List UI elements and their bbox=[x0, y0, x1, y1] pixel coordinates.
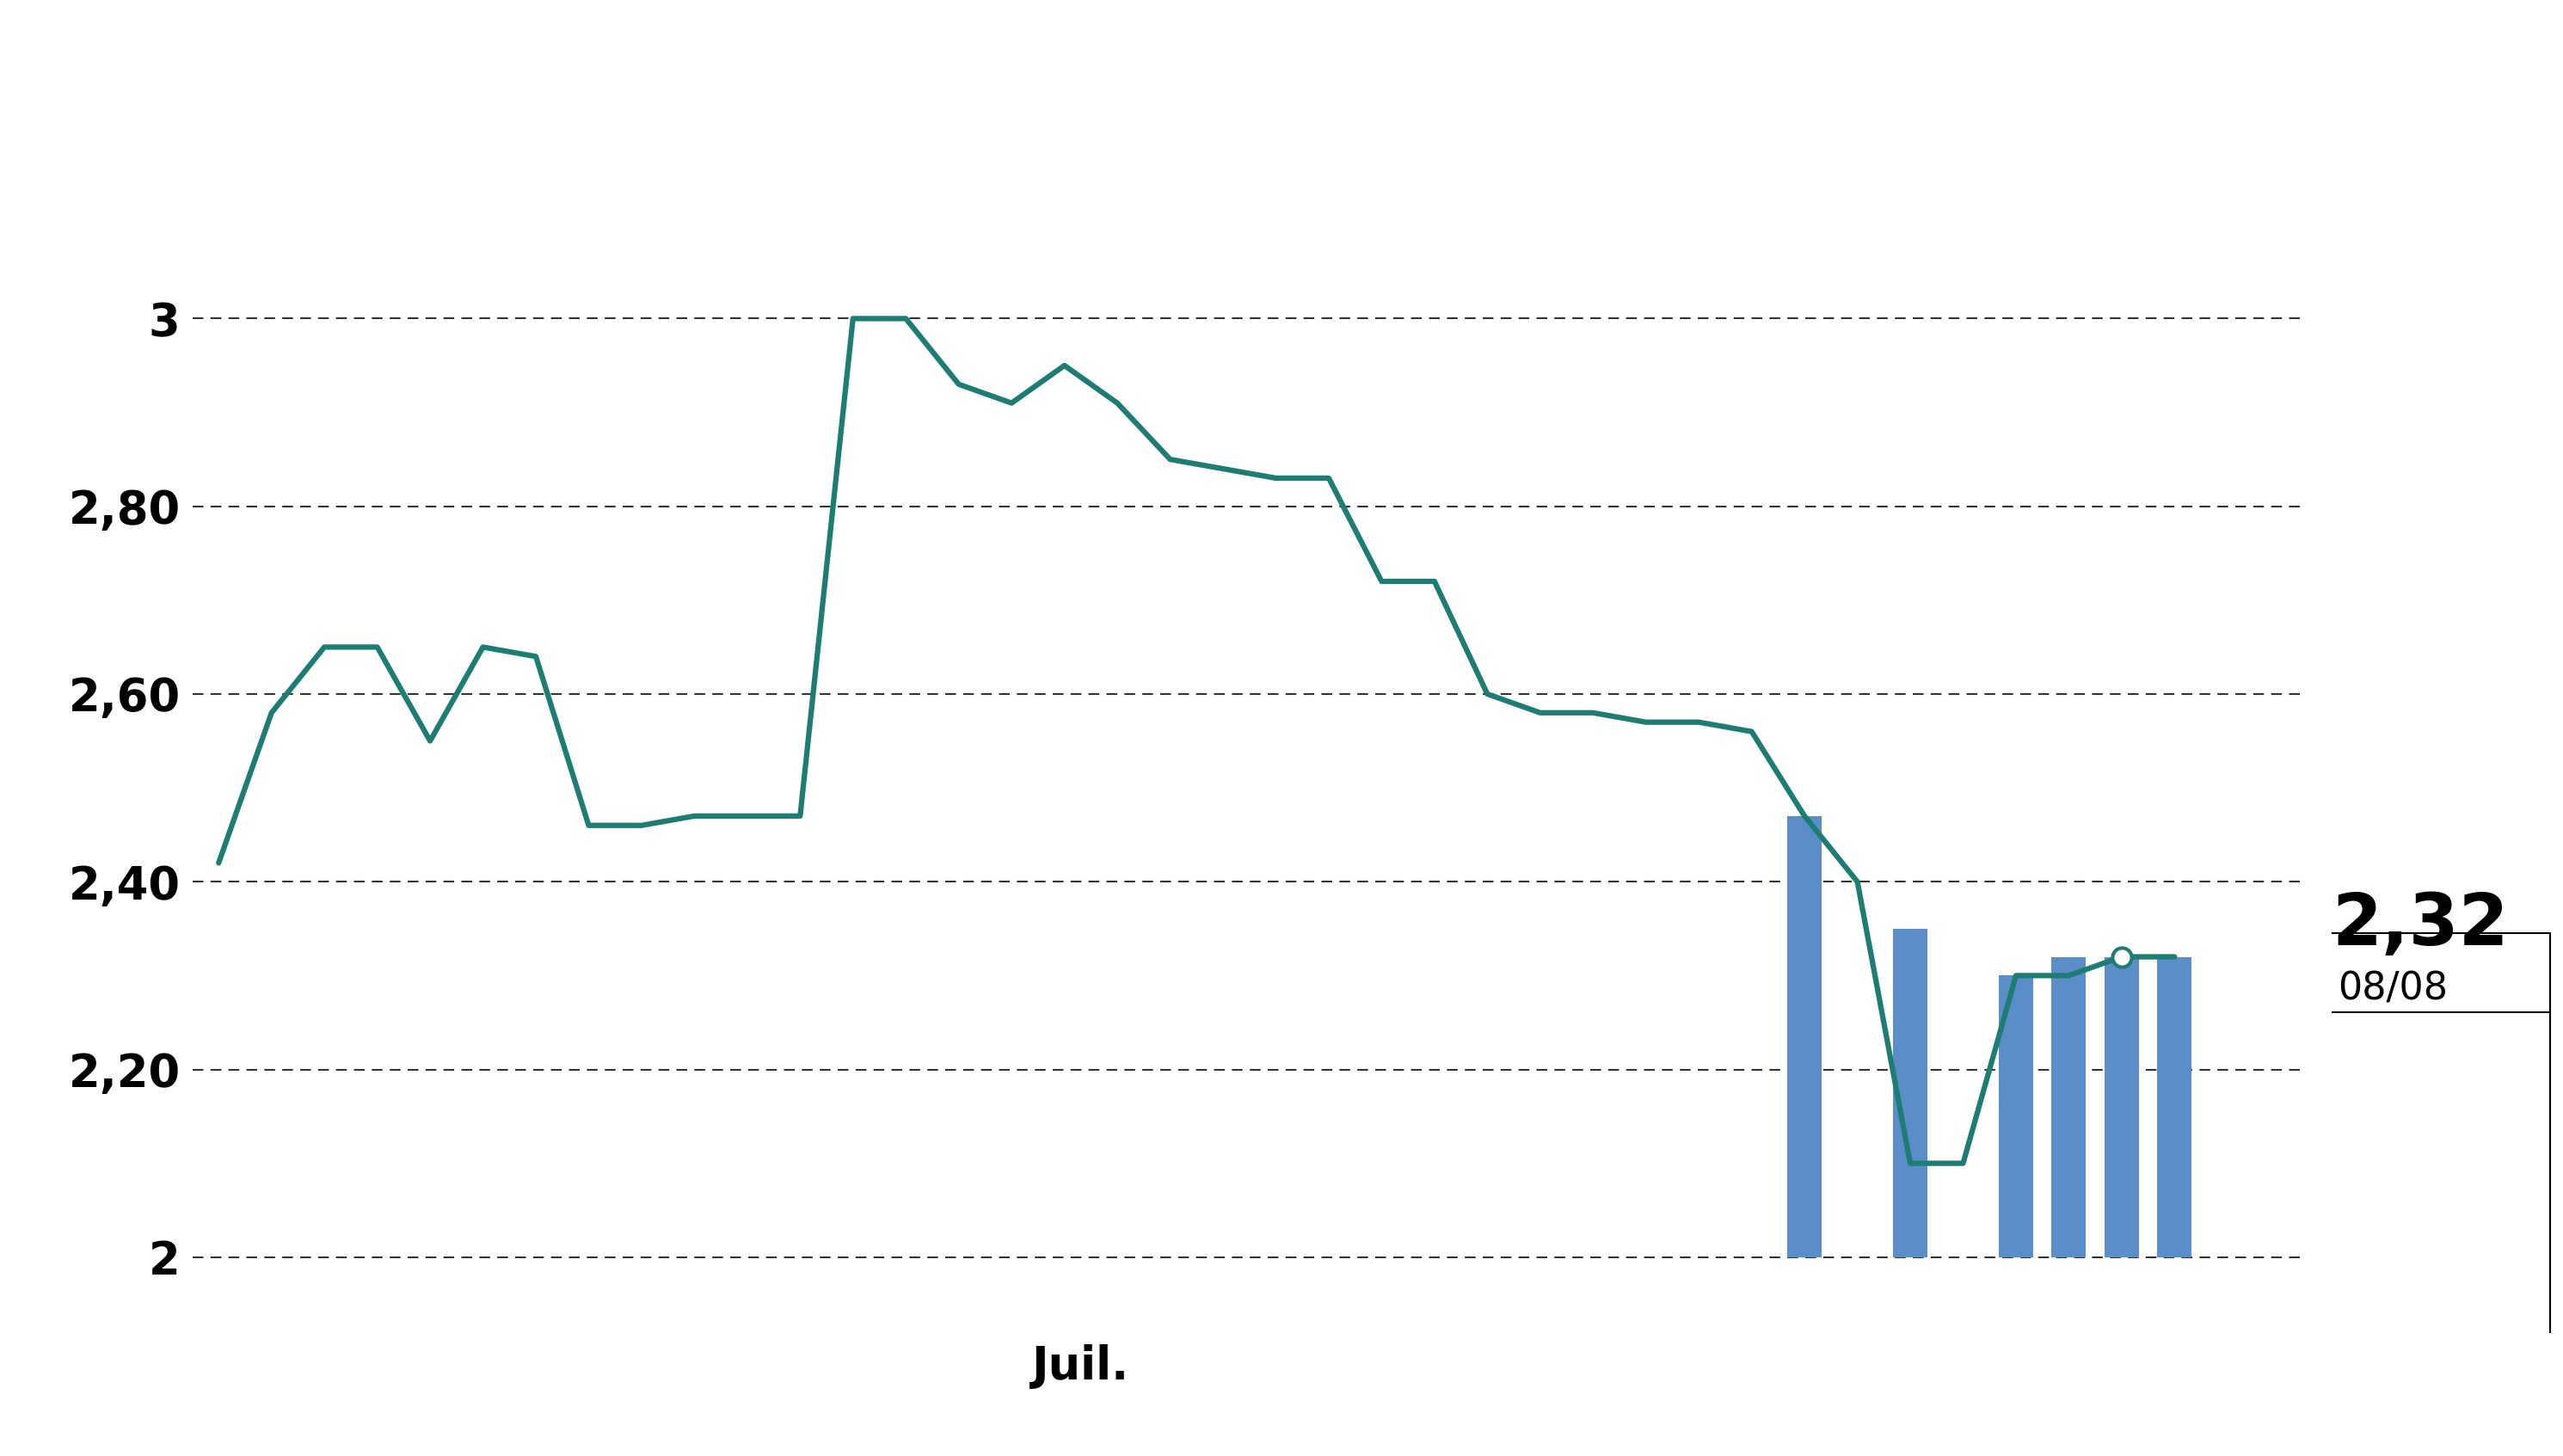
Bar bbox=[1894, 929, 1927, 1257]
Text: MCPHY ENERGY: MCPHY ENERGY bbox=[848, 39, 1715, 135]
Bar bbox=[1786, 815, 1822, 1257]
Text: 2,32: 2,32 bbox=[2332, 890, 2509, 960]
Bar bbox=[2104, 957, 2140, 1257]
Bar bbox=[2158, 957, 2191, 1257]
Text: 08/08: 08/08 bbox=[2337, 970, 2448, 1008]
Bar bbox=[2050, 957, 2086, 1257]
Bar bbox=[1999, 976, 2032, 1257]
